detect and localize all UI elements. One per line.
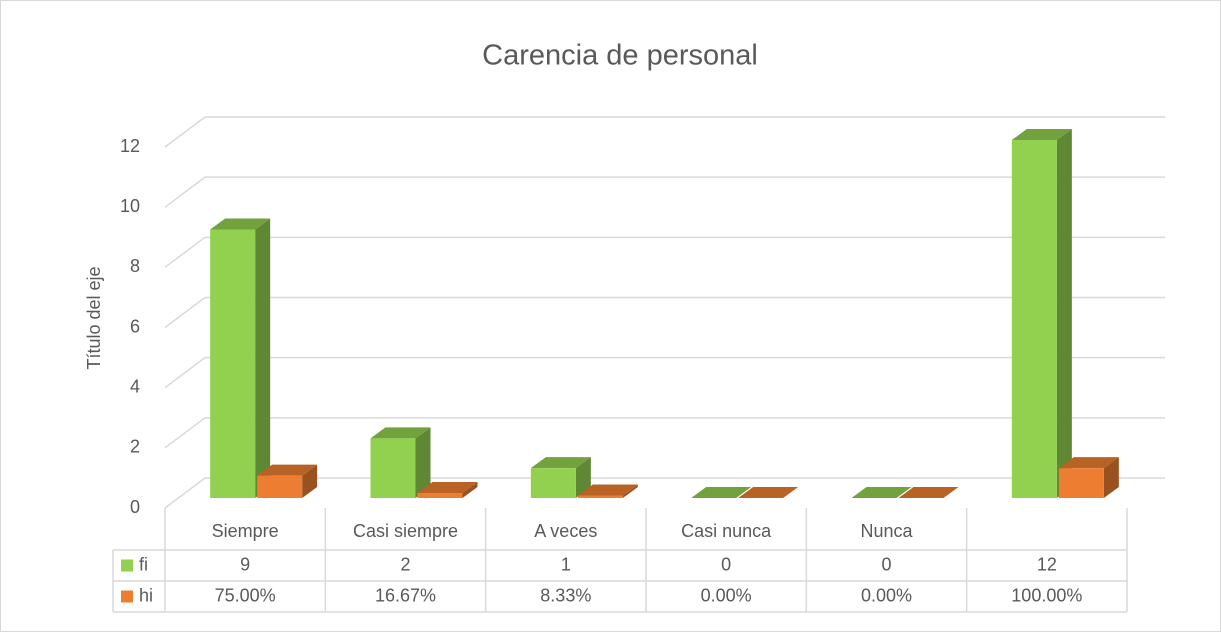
- bar-top: [738, 487, 799, 498]
- y-tick-label: 10: [120, 196, 140, 216]
- bar: [577, 495, 623, 498]
- bar-side: [1056, 129, 1072, 498]
- grid-line: [164, 176, 1165, 208]
- y-axis-label: Título del eje: [84, 266, 104, 369]
- table-cell: 16.67%: [375, 585, 436, 605]
- y-tick-label: 4: [130, 376, 140, 396]
- table-cell: 9: [240, 554, 250, 574]
- x-tick-label: Siempre: [212, 521, 279, 541]
- bar-top: [691, 487, 752, 498]
- bar-top: [1058, 457, 1119, 469]
- legend-label: fi: [139, 554, 148, 574]
- bar-side: [622, 484, 638, 498]
- bar: [417, 493, 463, 498]
- bar-side: [415, 427, 431, 498]
- bar: [370, 438, 416, 498]
- table-cell: 0.00%: [861, 585, 912, 605]
- table-cell: 0.00%: [701, 585, 752, 605]
- legend-key: [121, 559, 133, 572]
- bar-top: [257, 464, 318, 476]
- y-tick-label: 2: [130, 437, 140, 457]
- bar: [530, 468, 576, 498]
- grid-line: [164, 296, 1165, 329]
- table-cell: 1: [561, 554, 571, 574]
- table-cell: 8.33%: [540, 585, 591, 605]
- bar-top: [530, 457, 591, 469]
- bar-top: [851, 487, 912, 498]
- x-tick-label: Casi siempre: [353, 521, 458, 541]
- bar-side: [575, 457, 591, 498]
- bar-side: [462, 482, 478, 498]
- grid-line: [164, 356, 1165, 389]
- x-tick-label: Casi nunca: [681, 521, 772, 541]
- bar-top: [370, 427, 431, 439]
- y-tick-label: 8: [130, 256, 140, 276]
- bar-top: [210, 218, 271, 230]
- grid-line: [164, 116, 1165, 148]
- table-cell: 75.00%: [215, 585, 276, 605]
- legend-key: [121, 590, 133, 603]
- y-tick-label: 6: [130, 316, 140, 336]
- grid-line: [164, 477, 1165, 509]
- table-cell: 0: [881, 554, 891, 574]
- y-tick-label: 12: [120, 136, 140, 156]
- x-tick-label: Nunca: [860, 521, 913, 541]
- bar-top: [1011, 129, 1072, 140]
- grid-line: [164, 417, 1165, 449]
- bar: [257, 475, 303, 498]
- table-cell: 2: [400, 554, 410, 574]
- table-cell: 0: [721, 554, 731, 574]
- bar: [210, 229, 256, 498]
- chart-title: Carencia de personal: [482, 40, 758, 72]
- table-cell: 12: [1037, 554, 1057, 574]
- bar-top: [898, 487, 959, 498]
- grid-line: [164, 236, 1165, 268]
- y-tick-label: 0: [130, 497, 140, 517]
- legend-label: hi: [139, 585, 153, 605]
- bar: [1058, 468, 1104, 498]
- bar-side: [302, 464, 318, 498]
- table-cell: 100.00%: [1011, 585, 1082, 605]
- bar: [1011, 140, 1057, 498]
- x-tick-label: A veces: [534, 521, 597, 541]
- bar-top: [577, 484, 638, 496]
- bar-side: [1103, 457, 1119, 498]
- bar-top: [417, 482, 478, 494]
- bar-side: [255, 218, 271, 498]
